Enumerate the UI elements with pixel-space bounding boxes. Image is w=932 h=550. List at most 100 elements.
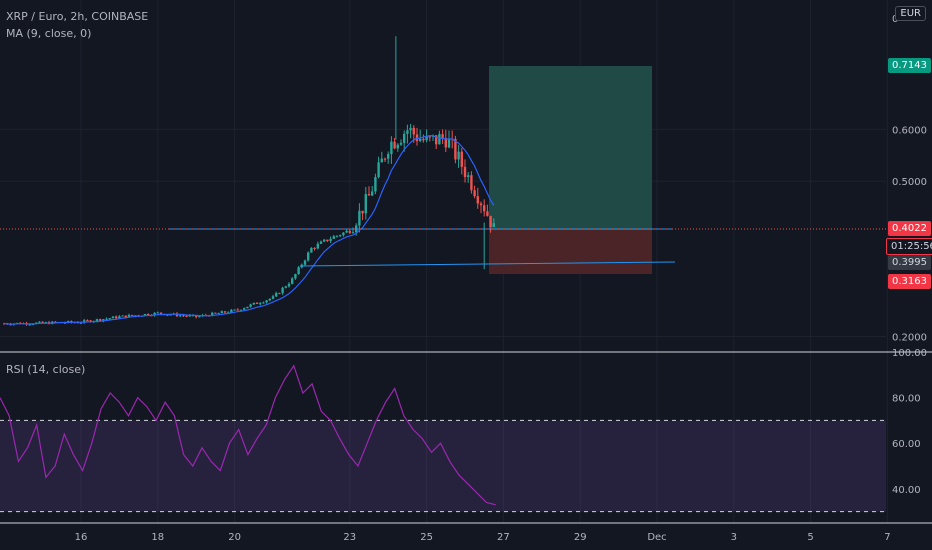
candle xyxy=(156,311,159,314)
candle-body xyxy=(249,304,252,307)
candle xyxy=(473,185,476,199)
rsi-legend[interactable]: RSI (14, close) xyxy=(6,363,86,376)
candle-body xyxy=(412,127,415,135)
candle-body xyxy=(377,162,380,178)
candle-body xyxy=(339,235,342,237)
candle-body xyxy=(211,312,214,317)
price-axis[interactable]: 0.2000 0.5000 0.6000 0 xyxy=(892,14,927,343)
candle xyxy=(476,187,479,209)
candle-body xyxy=(275,293,278,297)
candle xyxy=(131,314,134,317)
candle xyxy=(243,307,246,311)
candle-body xyxy=(262,302,265,304)
rsi-tick-label: 100.00 xyxy=(892,348,927,359)
candle-body xyxy=(38,321,41,323)
candle xyxy=(345,229,348,233)
stop-price-tag: 0.3163 xyxy=(888,274,931,289)
candle-body xyxy=(332,236,335,239)
rsi-axis[interactable]: 100.00 80.00 60.00 40.00 xyxy=(892,348,927,496)
candle-body xyxy=(399,142,403,145)
candle-body xyxy=(467,175,470,178)
candle-body xyxy=(454,138,457,160)
rsi-band-fill xyxy=(0,420,886,512)
ma-legend[interactable]: MA (9, close, 0) xyxy=(6,27,92,40)
candle xyxy=(246,306,249,309)
candle xyxy=(278,292,281,295)
candle-body xyxy=(182,315,185,317)
price-tick-label: 0.5000 xyxy=(892,177,927,188)
candle xyxy=(403,130,406,152)
candle-body xyxy=(179,315,182,317)
candle xyxy=(223,310,227,314)
candle-body xyxy=(435,135,438,145)
candle xyxy=(310,247,313,253)
candle xyxy=(339,234,342,238)
candle-body xyxy=(111,316,115,319)
candle xyxy=(323,238,326,243)
candle-body xyxy=(297,267,300,275)
time-tick-label: 27 xyxy=(497,532,510,543)
candle-body xyxy=(419,138,422,142)
candle xyxy=(393,137,396,150)
candle-body xyxy=(303,260,307,265)
candle-body xyxy=(406,130,409,134)
candle xyxy=(220,310,223,314)
candle-body xyxy=(124,315,127,318)
candle-body xyxy=(470,175,473,191)
candle-body xyxy=(63,322,67,324)
candle-body xyxy=(230,309,233,313)
profit-zone[interactable] xyxy=(489,66,652,230)
candle xyxy=(262,301,265,304)
currency-button[interactable]: EUR xyxy=(895,6,926,21)
candle-body xyxy=(441,134,444,139)
candle-body xyxy=(371,191,374,196)
time-axis[interactable]: 16 18 20 23 25 27 29 Dec 3 5 7 xyxy=(75,532,891,543)
candle xyxy=(377,156,380,179)
candle xyxy=(415,127,419,146)
candle xyxy=(329,236,332,244)
candle-body xyxy=(127,314,131,318)
candle-body xyxy=(335,235,339,237)
candle xyxy=(351,227,355,234)
candle xyxy=(444,129,447,152)
candle-body xyxy=(131,314,134,316)
candle xyxy=(383,157,387,162)
candle-body xyxy=(118,316,121,319)
candle-body xyxy=(489,215,492,228)
candle xyxy=(470,171,473,194)
candle-body xyxy=(393,141,396,149)
candle-body xyxy=(143,314,147,316)
candle-body xyxy=(153,312,156,316)
time-tick-label: 16 xyxy=(75,532,88,543)
candle-body xyxy=(239,309,243,311)
candle-body xyxy=(479,203,483,206)
candle-body xyxy=(374,177,377,192)
candle xyxy=(281,286,284,295)
candle xyxy=(291,277,294,285)
support-line[interactable] xyxy=(299,261,676,267)
candle-body xyxy=(105,318,108,320)
candle-body xyxy=(79,322,83,324)
candle xyxy=(371,186,374,197)
candle-body xyxy=(326,239,329,242)
last-price-tag: 0.3995 xyxy=(888,255,931,270)
candle xyxy=(387,151,390,164)
candle xyxy=(399,139,403,146)
candle xyxy=(367,186,371,196)
candle xyxy=(492,218,495,228)
candle-body xyxy=(287,283,291,287)
candle xyxy=(457,144,460,168)
candle-body xyxy=(409,127,412,131)
candle-body xyxy=(351,232,355,234)
candle-body xyxy=(236,309,239,311)
symbol-legend[interactable]: XRP / Euro, 2h, COINBASE xyxy=(6,10,149,23)
candle xyxy=(217,312,220,315)
loss-zone[interactable] xyxy=(489,230,652,274)
candle xyxy=(111,316,115,319)
candle xyxy=(374,173,377,195)
candle xyxy=(303,259,307,267)
candle xyxy=(396,143,399,152)
candle-body xyxy=(134,315,137,317)
candle-body xyxy=(70,321,73,323)
